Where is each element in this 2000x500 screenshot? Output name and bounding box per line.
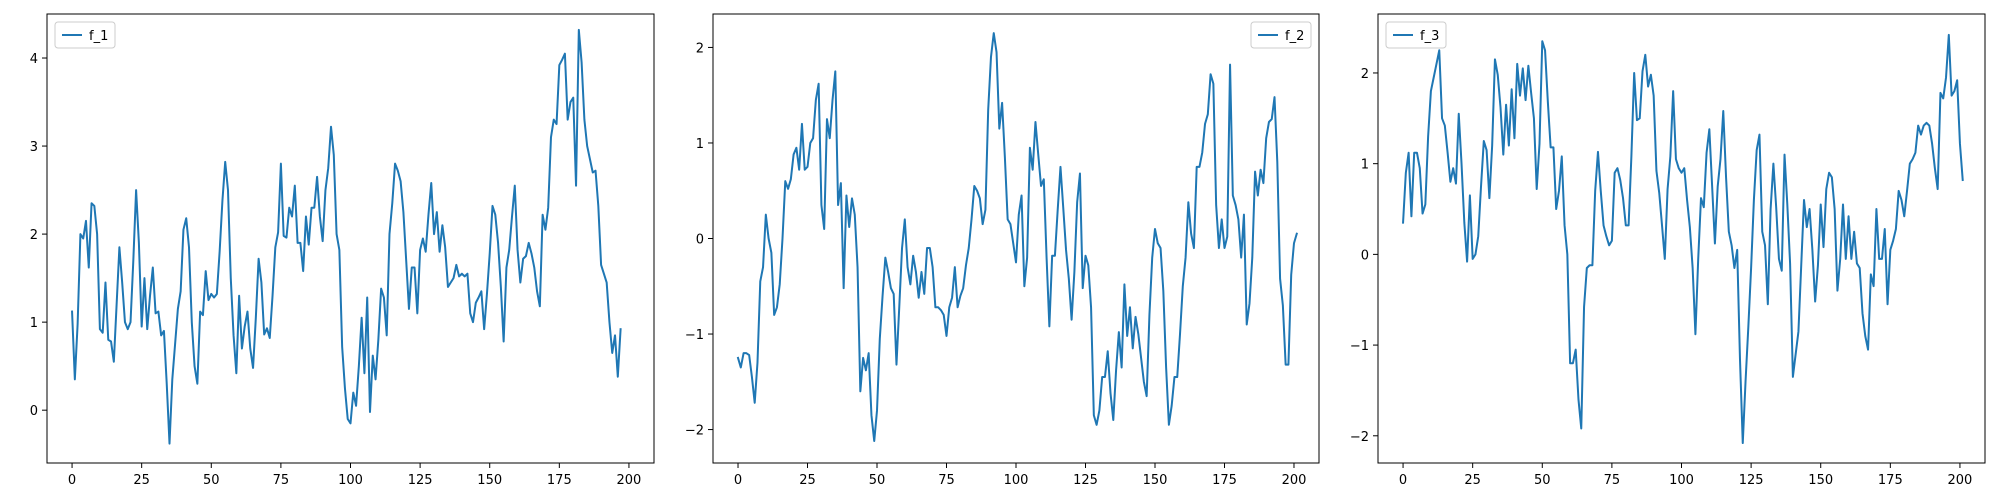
x-tick-label: 25 bbox=[133, 473, 150, 488]
x-tick-label: 50 bbox=[869, 473, 886, 488]
series-line-f_3 bbox=[1402, 33, 1964, 445]
x-tick-label: 25 bbox=[1464, 473, 1481, 488]
y-tick-label: 1 bbox=[30, 316, 38, 331]
y-tick-label: 2 bbox=[1361, 67, 1369, 82]
x-tick-label: 200 bbox=[617, 473, 642, 488]
x-tick-label: 125 bbox=[1073, 473, 1098, 488]
x-tick-label: 125 bbox=[1739, 473, 1764, 488]
y-tick-label: 1 bbox=[1361, 158, 1369, 173]
series-line-f_2 bbox=[736, 32, 1298, 443]
axes-frame bbox=[712, 13, 1320, 464]
x-tick-label: 100 bbox=[1004, 473, 1029, 488]
legend-label: f_2 bbox=[1285, 29, 1304, 44]
legend-label: f_3 bbox=[1420, 29, 1439, 44]
x-tick-label: 50 bbox=[1534, 473, 1551, 488]
x-tick-label: 75 bbox=[938, 473, 955, 488]
x-tick-label: 0 bbox=[734, 473, 742, 488]
legend: f_1 bbox=[54, 21, 116, 49]
y-tick-label: −1 bbox=[1350, 339, 1369, 354]
y-tick-label: 2 bbox=[696, 41, 704, 56]
x-tick-label: 75 bbox=[1604, 473, 1621, 488]
y-tick-label: 0 bbox=[30, 404, 38, 419]
chart-panel-2: 0 25 50 75 100 125 150 175 200 −2 −1 0 1 2 f_2 bbox=[685, 13, 1320, 488]
x-tick-label: 200 bbox=[1282, 473, 1307, 488]
x-tick-label: 175 bbox=[1878, 473, 1903, 488]
x-tick-label: 175 bbox=[1212, 473, 1237, 488]
y-tick-label: −2 bbox=[1350, 430, 1369, 445]
legend-box bbox=[1385, 21, 1447, 49]
legend: f_3 bbox=[1385, 21, 1447, 49]
y-tick-label: 2 bbox=[30, 228, 38, 243]
x-tick-label: 150 bbox=[1808, 473, 1833, 488]
y-tick-label: 1 bbox=[696, 137, 704, 152]
legend: f_2 bbox=[1250, 21, 1312, 49]
x-tick-label: 0 bbox=[1399, 473, 1407, 488]
x-tick-label: 100 bbox=[1669, 473, 1694, 488]
legend-box bbox=[1250, 21, 1312, 49]
x-tick-label: 125 bbox=[408, 473, 433, 488]
y-tick-label: 4 bbox=[30, 52, 38, 67]
series-line-f_1 bbox=[71, 28, 622, 445]
chart-panel-3: 0 25 50 75 100 125 150 175 200 −2 −1 0 1 2 f_3 bbox=[1350, 13, 1986, 488]
x-tick-label: 175 bbox=[547, 473, 572, 488]
x-tick-label: 150 bbox=[1143, 473, 1168, 488]
x-tick-label: 25 bbox=[799, 473, 816, 488]
chart-panel-1: 0 25 50 75 100 125 150 175 200 0 1 2 3 4 f_1 bbox=[30, 13, 655, 488]
x-tick-label: 75 bbox=[273, 473, 290, 488]
legend-label: f_1 bbox=[89, 29, 108, 44]
y-tick-label: 0 bbox=[696, 233, 704, 248]
x-tick-label: 100 bbox=[338, 473, 363, 488]
x-tick-label: 200 bbox=[1948, 473, 1973, 488]
y-tick-label: 0 bbox=[1361, 248, 1369, 263]
legend-box bbox=[54, 21, 116, 49]
x-tick-label: 0 bbox=[68, 473, 76, 488]
y-tick-label: 3 bbox=[30, 140, 38, 155]
x-tick-label: 50 bbox=[203, 473, 220, 488]
y-tick-label: −2 bbox=[685, 424, 704, 439]
y-tick-label: −1 bbox=[685, 328, 704, 343]
x-tick-label: 150 bbox=[477, 473, 502, 488]
